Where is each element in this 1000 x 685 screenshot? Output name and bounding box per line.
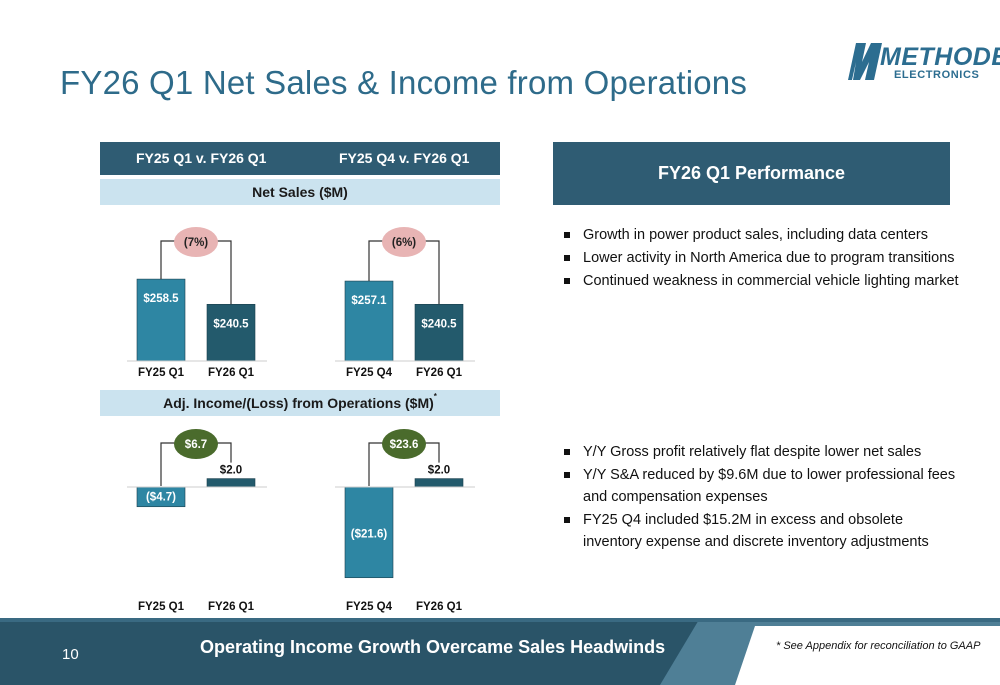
- footer-headline: Operating Income Growth Overcame Sales H…: [200, 637, 666, 657]
- comparison-header-col2: FY25 Q4 v. FY26 Q1: [339, 150, 470, 166]
- chart-category-label: FY26 Q1: [208, 367, 255, 379]
- chart-data-label: ($4.7): [146, 492, 176, 504]
- chart-data-label: $257.1: [351, 295, 387, 307]
- bullet-item: Lower activity in North America due to p…: [560, 247, 960, 269]
- comparison-header: FY25 Q1 v. FY26 Q1 FY25 Q4 v. FY26 Q1: [100, 142, 500, 175]
- chart-change-bubble: [174, 227, 218, 257]
- methode-logo-mark-icon: [848, 43, 882, 80]
- chart-data-label: $240.5: [213, 318, 249, 330]
- bullet-item: Continued weakness in commercial vehicle…: [560, 270, 960, 292]
- chart-change-bubble: [382, 227, 426, 257]
- net-sales-band: Net Sales ($M): [100, 179, 500, 205]
- chart-data-label: $2.0: [428, 465, 450, 477]
- performance-bullets-bottom: Y/Y Gross profit relatively flat despite…: [560, 441, 960, 554]
- chart-data-label: $2.0: [220, 465, 242, 477]
- bullet-item: Y/Y Gross profit relatively flat despite…: [560, 441, 960, 463]
- footer-note: * See Appendix for reconciliation to GAA…: [776, 640, 981, 652]
- performance-header: FY26 Q1 Performance: [553, 142, 950, 205]
- chart-data-label: $258.5: [143, 293, 179, 305]
- comparison-header-col1: FY25 Q1 v. FY26 Q1: [136, 150, 267, 166]
- methode-logo: METHODE ELECTRONICS: [836, 40, 1000, 86]
- net-sales-band-label: Net Sales ($M): [252, 184, 348, 200]
- chart-category-label: FY26 Q1: [208, 601, 255, 613]
- chart-category-label: FY26 Q1: [416, 367, 463, 379]
- chart-data-label: ($21.6): [351, 528, 388, 540]
- footer-bar: [0, 618, 1000, 685]
- chart-change-label: (7%): [184, 237, 208, 249]
- chart-change-label: (6%): [392, 237, 416, 249]
- chart-change-bubble: [174, 429, 218, 459]
- chart-change-label: $23.6: [390, 439, 419, 451]
- chart-category-label: FY25 Q1: [138, 367, 185, 379]
- chart-change-label: $6.7: [185, 439, 207, 451]
- chart-bar: [136, 278, 186, 362]
- chart-change-bubble: [382, 429, 426, 459]
- income-band-mark: *: [433, 392, 437, 401]
- bullet-item: FY25 Q4 included $15.2M in excess and ob…: [560, 509, 960, 553]
- bullet-item: Y/Y S&A reduced by $9.6M due to lower pr…: [560, 464, 960, 508]
- performance-bullets-top: Growth in power product sales, including…: [560, 224, 960, 293]
- slide-title: FY26 Q1 Net Sales & Income from Operatio…: [60, 64, 748, 101]
- chart-bar: [414, 303, 464, 362]
- chart-data-label: $240.5: [421, 318, 457, 330]
- logo-subtext: ELECTRONICS: [894, 69, 980, 81]
- chart-category-label: FY25 Q4: [346, 601, 393, 613]
- chart-category-label: FY25 Q4: [346, 367, 393, 379]
- bullet-item: Growth in power product sales, including…: [560, 224, 960, 246]
- page-number: 10: [62, 646, 79, 663]
- chart-bar: [344, 280, 394, 362]
- chart-bar: [344, 486, 394, 579]
- chart-category-label: FY25 Q1: [138, 601, 185, 613]
- chart-bar: [206, 303, 256, 362]
- chart-category-label: FY26 Q1: [416, 601, 463, 613]
- income-band-label: Adj. Income/(Loss) from Operations ($M): [163, 395, 434, 411]
- chart-bar: [414, 478, 464, 488]
- chart-bar: [206, 478, 256, 488]
- income-band: Adj. Income/(Loss) from Operations ($M)*: [100, 390, 500, 416]
- logo-name: METHODE: [880, 43, 1000, 71]
